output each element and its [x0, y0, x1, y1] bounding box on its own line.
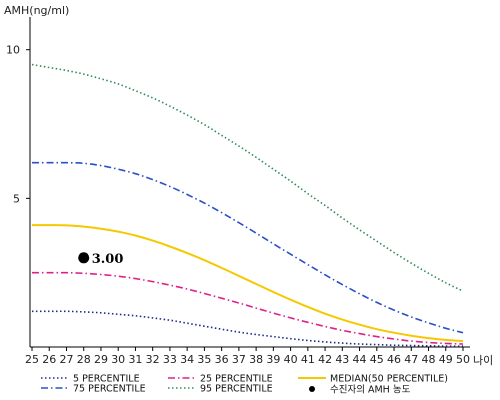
- x-tick-label: 31: [128, 353, 142, 366]
- series-line-75-percentile: [32, 161, 464, 334]
- x-tick-label: 47: [404, 353, 418, 366]
- x-tick-label: 46: [387, 353, 401, 366]
- x-tick-label: 28: [77, 353, 91, 366]
- x-tick-label: 32: [146, 353, 160, 366]
- y-axis-title: AMH(ng/ml): [4, 4, 69, 17]
- x-tick-label: 44: [353, 353, 367, 366]
- legend-label: 5 PERCENTILE: [73, 374, 140, 385]
- x-tick-label: 42: [318, 353, 332, 366]
- x-tick-label: 41: [301, 353, 315, 366]
- x-tick-label: 29: [94, 353, 108, 366]
- x-tick-label: 38: [249, 353, 263, 366]
- series-line-5-percentile: [32, 310, 464, 347]
- x-tick-label: 39: [266, 353, 280, 366]
- x-tick-label: 49: [439, 353, 453, 366]
- x-tick-label: 33: [163, 353, 177, 366]
- x-tick-label: 34: [180, 353, 194, 366]
- x-tick-label: 48: [422, 353, 436, 366]
- x-tick-label: 45: [370, 353, 384, 366]
- y-tick-label: 10: [6, 44, 20, 57]
- legend-marker-swatch: [309, 386, 315, 392]
- legend-marker-label: 수진자의 AMH 농도: [330, 385, 411, 396]
- series-layer: [31, 63, 464, 347]
- legend-label: 25 PERCENTILE: [200, 374, 273, 385]
- x-tick-label: 35: [197, 353, 211, 366]
- x-tick-label: 43: [335, 353, 349, 366]
- y-tick-label: 5: [13, 192, 20, 205]
- patient-amh-value-label: 3.00: [92, 252, 124, 267]
- series-line-95-percentile: [31, 63, 464, 292]
- legend-label: 75 PERCENTILE: [73, 384, 146, 395]
- x-tick-label: 27: [59, 353, 73, 366]
- legend-label: 95 PERCENTILE: [200, 384, 273, 395]
- series-line-median-50-percentile: [32, 224, 464, 343]
- x-tick-label: 40: [284, 353, 298, 366]
- x-tick-label: 37: [232, 353, 246, 366]
- x-tick-label: 50: [456, 353, 470, 366]
- patient-amh-marker: [78, 252, 90, 264]
- legend-label: MEDIAN(50 PERCENTILE): [330, 374, 448, 385]
- series-line-25-percentile: [32, 271, 464, 345]
- x-axis-title: 나이: [473, 354, 493, 367]
- x-tick-label: 36: [215, 353, 229, 366]
- legend: 5 PERCENTILE 25 PERCENTILE MEDIAN(50 PERCE…: [41, 374, 448, 396]
- x-tick-label: 26: [42, 353, 56, 366]
- x-tick-label: 30: [111, 353, 125, 366]
- x-tick-label: 25: [25, 353, 39, 366]
- marker-layer: 3.00: [78, 252, 123, 267]
